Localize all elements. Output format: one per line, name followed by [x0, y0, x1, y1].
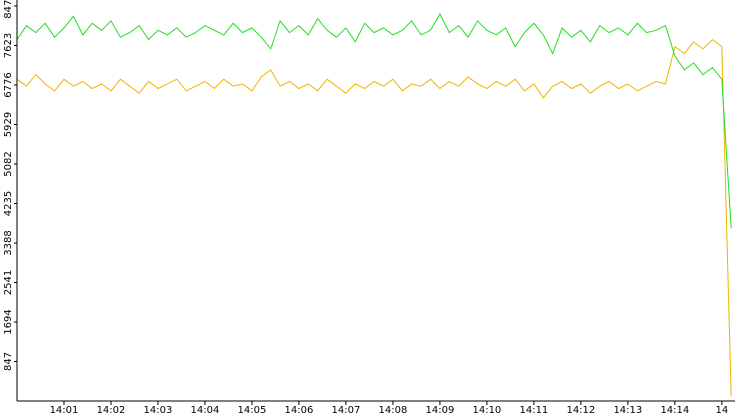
y-tick-label: 1694: [3, 309, 14, 334]
x-tick-label: 14: [715, 405, 728, 415]
x-tick-label: 14:08: [379, 405, 408, 415]
x-tick-label: 14:02: [97, 405, 126, 415]
y-tick-label: 7623: [3, 33, 14, 58]
x-tick-label: 14:03: [144, 405, 173, 415]
x-tick-label: 14:01: [50, 405, 79, 415]
series-line: [16, 38, 732, 397]
y-tick-label: 2541: [3, 270, 14, 295]
x-tick-label: 14:06: [285, 405, 314, 415]
y-tick-label: 6776: [3, 72, 14, 97]
x-tick-label: 14:14: [660, 405, 689, 415]
series-line: [16, 12, 732, 229]
y-tick-label: 8470: [3, 0, 14, 19]
y-tick-label: 4235: [3, 191, 14, 216]
x-tick-label: 14:04: [191, 405, 220, 415]
x-tick-label: 14:07: [332, 405, 361, 415]
x-tick-label: 14:05: [238, 405, 267, 415]
x-tick-label: 14:09: [425, 405, 454, 415]
x-tick-label: 14:11: [519, 405, 548, 415]
y-tick-label: 3388: [3, 230, 14, 255]
y-tick-label: 847: [3, 352, 14, 371]
x-tick-label: 14:13: [613, 405, 642, 415]
x-tick-label: 14:12: [566, 405, 595, 415]
y-tick-label: 5929: [3, 112, 14, 137]
x-tick-label: 14:10: [472, 405, 501, 415]
y-tick-label: 5082: [3, 151, 14, 176]
